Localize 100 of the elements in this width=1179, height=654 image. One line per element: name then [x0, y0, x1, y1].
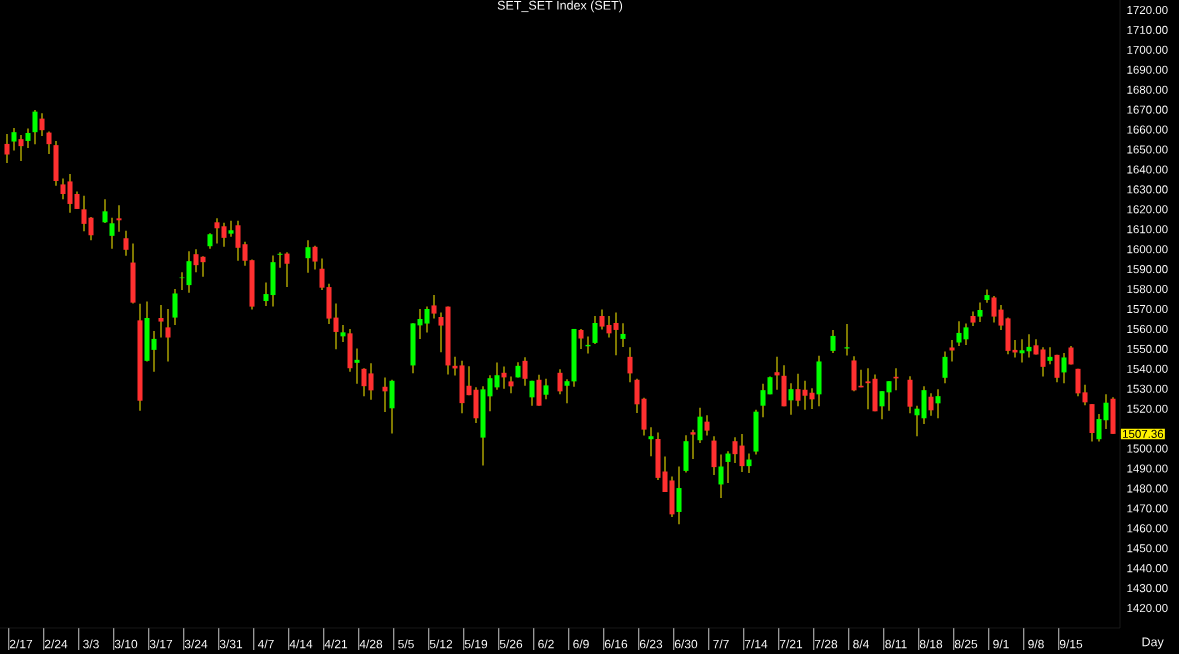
candlestick [501, 365, 507, 390]
x-tick-label: 3/3 [83, 639, 99, 649]
candlestick [788, 382, 794, 416]
candlestick [564, 378, 570, 404]
candlestick [102, 198, 108, 224]
y-tick-label: 1610.00 [1127, 225, 1168, 234]
candlestick [340, 324, 346, 343]
y-tick-label: 1440.00 [1127, 564, 1168, 573]
y-tick-label: 1710.00 [1127, 25, 1168, 34]
candlestick [844, 323, 850, 356]
x-tick-label: 6/16 [604, 639, 628, 649]
x-tick-label: 4/28 [359, 639, 383, 649]
candlestick [277, 251, 283, 269]
x-tick-label: 6/2 [538, 639, 554, 649]
candlestick [935, 388, 941, 419]
candlestick [746, 453, 752, 474]
y-tick-label: 1540.00 [1127, 364, 1168, 373]
x-tick-label: 5/19 [464, 639, 488, 649]
y-tick-label: 1480.00 [1127, 484, 1168, 493]
candlestick [529, 380, 535, 407]
x-tick-label: 4/14 [289, 639, 313, 649]
x-tick-label: 3/24 [184, 639, 208, 649]
x-tick-label: 9/8 [1028, 639, 1044, 649]
y-tick-label: 1700.00 [1127, 45, 1168, 54]
candlestick [928, 392, 934, 417]
candlestick [970, 310, 976, 327]
candlestick [186, 250, 192, 294]
y-tick-label: 1470.00 [1127, 504, 1168, 513]
candlestick [718, 454, 724, 499]
y-tick-label: 1680.00 [1127, 85, 1168, 94]
x-tick-label: 5/26 [499, 639, 523, 649]
y-tick-label: 1490.00 [1127, 464, 1168, 473]
y-tick-label: 1500.00 [1127, 444, 1168, 453]
x-tick-label: 3/10 [114, 639, 138, 649]
x-tick-label: 7/21 [779, 639, 803, 649]
candlestick [39, 112, 45, 137]
x-tick-label: 6/30 [674, 639, 698, 649]
candlestick [725, 450, 731, 484]
x-axis-title: Day [1142, 637, 1164, 649]
candlestick [977, 301, 983, 323]
y-tick-label: 1670.00 [1127, 105, 1168, 114]
candlestick [11, 127, 17, 152]
candlestick [578, 328, 584, 350]
x-tick-label: 3/31 [219, 639, 243, 649]
x-tick-label: 8/25 [954, 639, 978, 649]
candlestick [557, 368, 563, 395]
x-tick-label: 4/7 [257, 639, 274, 649]
candlestick [949, 339, 955, 362]
y-tick-label: 1450.00 [1127, 544, 1168, 553]
candlestick [508, 375, 514, 394]
candlestick [305, 239, 311, 274]
y-tick-label: 1650.00 [1127, 145, 1168, 154]
text: 1507.36 [1122, 429, 1164, 438]
x-tick-label: 2/17 [9, 639, 33, 649]
y-tick-label: 1580.00 [1127, 285, 1168, 294]
candlestick [382, 376, 388, 413]
candlestick [1061, 352, 1067, 384]
candlestick [592, 315, 598, 345]
candlestick [4, 133, 10, 164]
y-tick-label: 1560.00 [1127, 324, 1168, 334]
candlestick [25, 128, 31, 149]
candlestick [46, 131, 52, 155]
y-tick-label: 1690.00 [1127, 65, 1168, 74]
y-tick-label: 1570.00 [1127, 304, 1168, 314]
x-tick-label: 2/24 [44, 639, 68, 649]
y-tick-label: 1630.00 [1127, 185, 1168, 194]
x-tick-label: 4/21 [324, 639, 348, 649]
y-tick-label: 1720.00 [1127, 5, 1168, 15]
y-tick-label: 1600.00 [1127, 245, 1168, 254]
y-tick-label: 1420.00 [1127, 603, 1168, 613]
candlestick [627, 346, 633, 383]
x-tick-label: 7/14 [744, 639, 768, 649]
x-tick-label: 6/9 [573, 639, 589, 649]
x-tick-label: 3/17 [149, 639, 173, 649]
y-tick-label: 1640.00 [1127, 165, 1168, 174]
candlestick [648, 426, 654, 457]
candlestick [123, 230, 129, 257]
candlestick [431, 294, 437, 320]
x-tick-label: 5/12 [429, 639, 453, 649]
candlestick [1047, 346, 1053, 365]
candlestick [165, 308, 171, 362]
candlestick [284, 251, 290, 288]
candlestick [620, 322, 626, 348]
candlestick [704, 414, 710, 437]
y-tick-label: 1620.00 [1127, 205, 1168, 214]
candlestick [543, 378, 549, 400]
x-tick-label: 6/23 [639, 639, 663, 649]
y-tick-label: 1430.00 [1127, 584, 1168, 593]
chart-title: SET_SET Index (SET) [497, 0, 623, 13]
x-tick-label: 7/28 [814, 639, 838, 649]
candlestick [32, 109, 38, 145]
candlestick [522, 356, 528, 387]
candlestick [830, 329, 836, 354]
x-tick-label: 9/15 [1059, 639, 1083, 649]
candlestick [18, 134, 24, 162]
candlestick [158, 304, 164, 339]
y-tick-label: 1460.00 [1127, 524, 1168, 533]
candlestick [984, 288, 990, 304]
x-tick-label: 5/5 [398, 639, 414, 649]
y-tick-label: 1590.00 [1127, 265, 1168, 274]
